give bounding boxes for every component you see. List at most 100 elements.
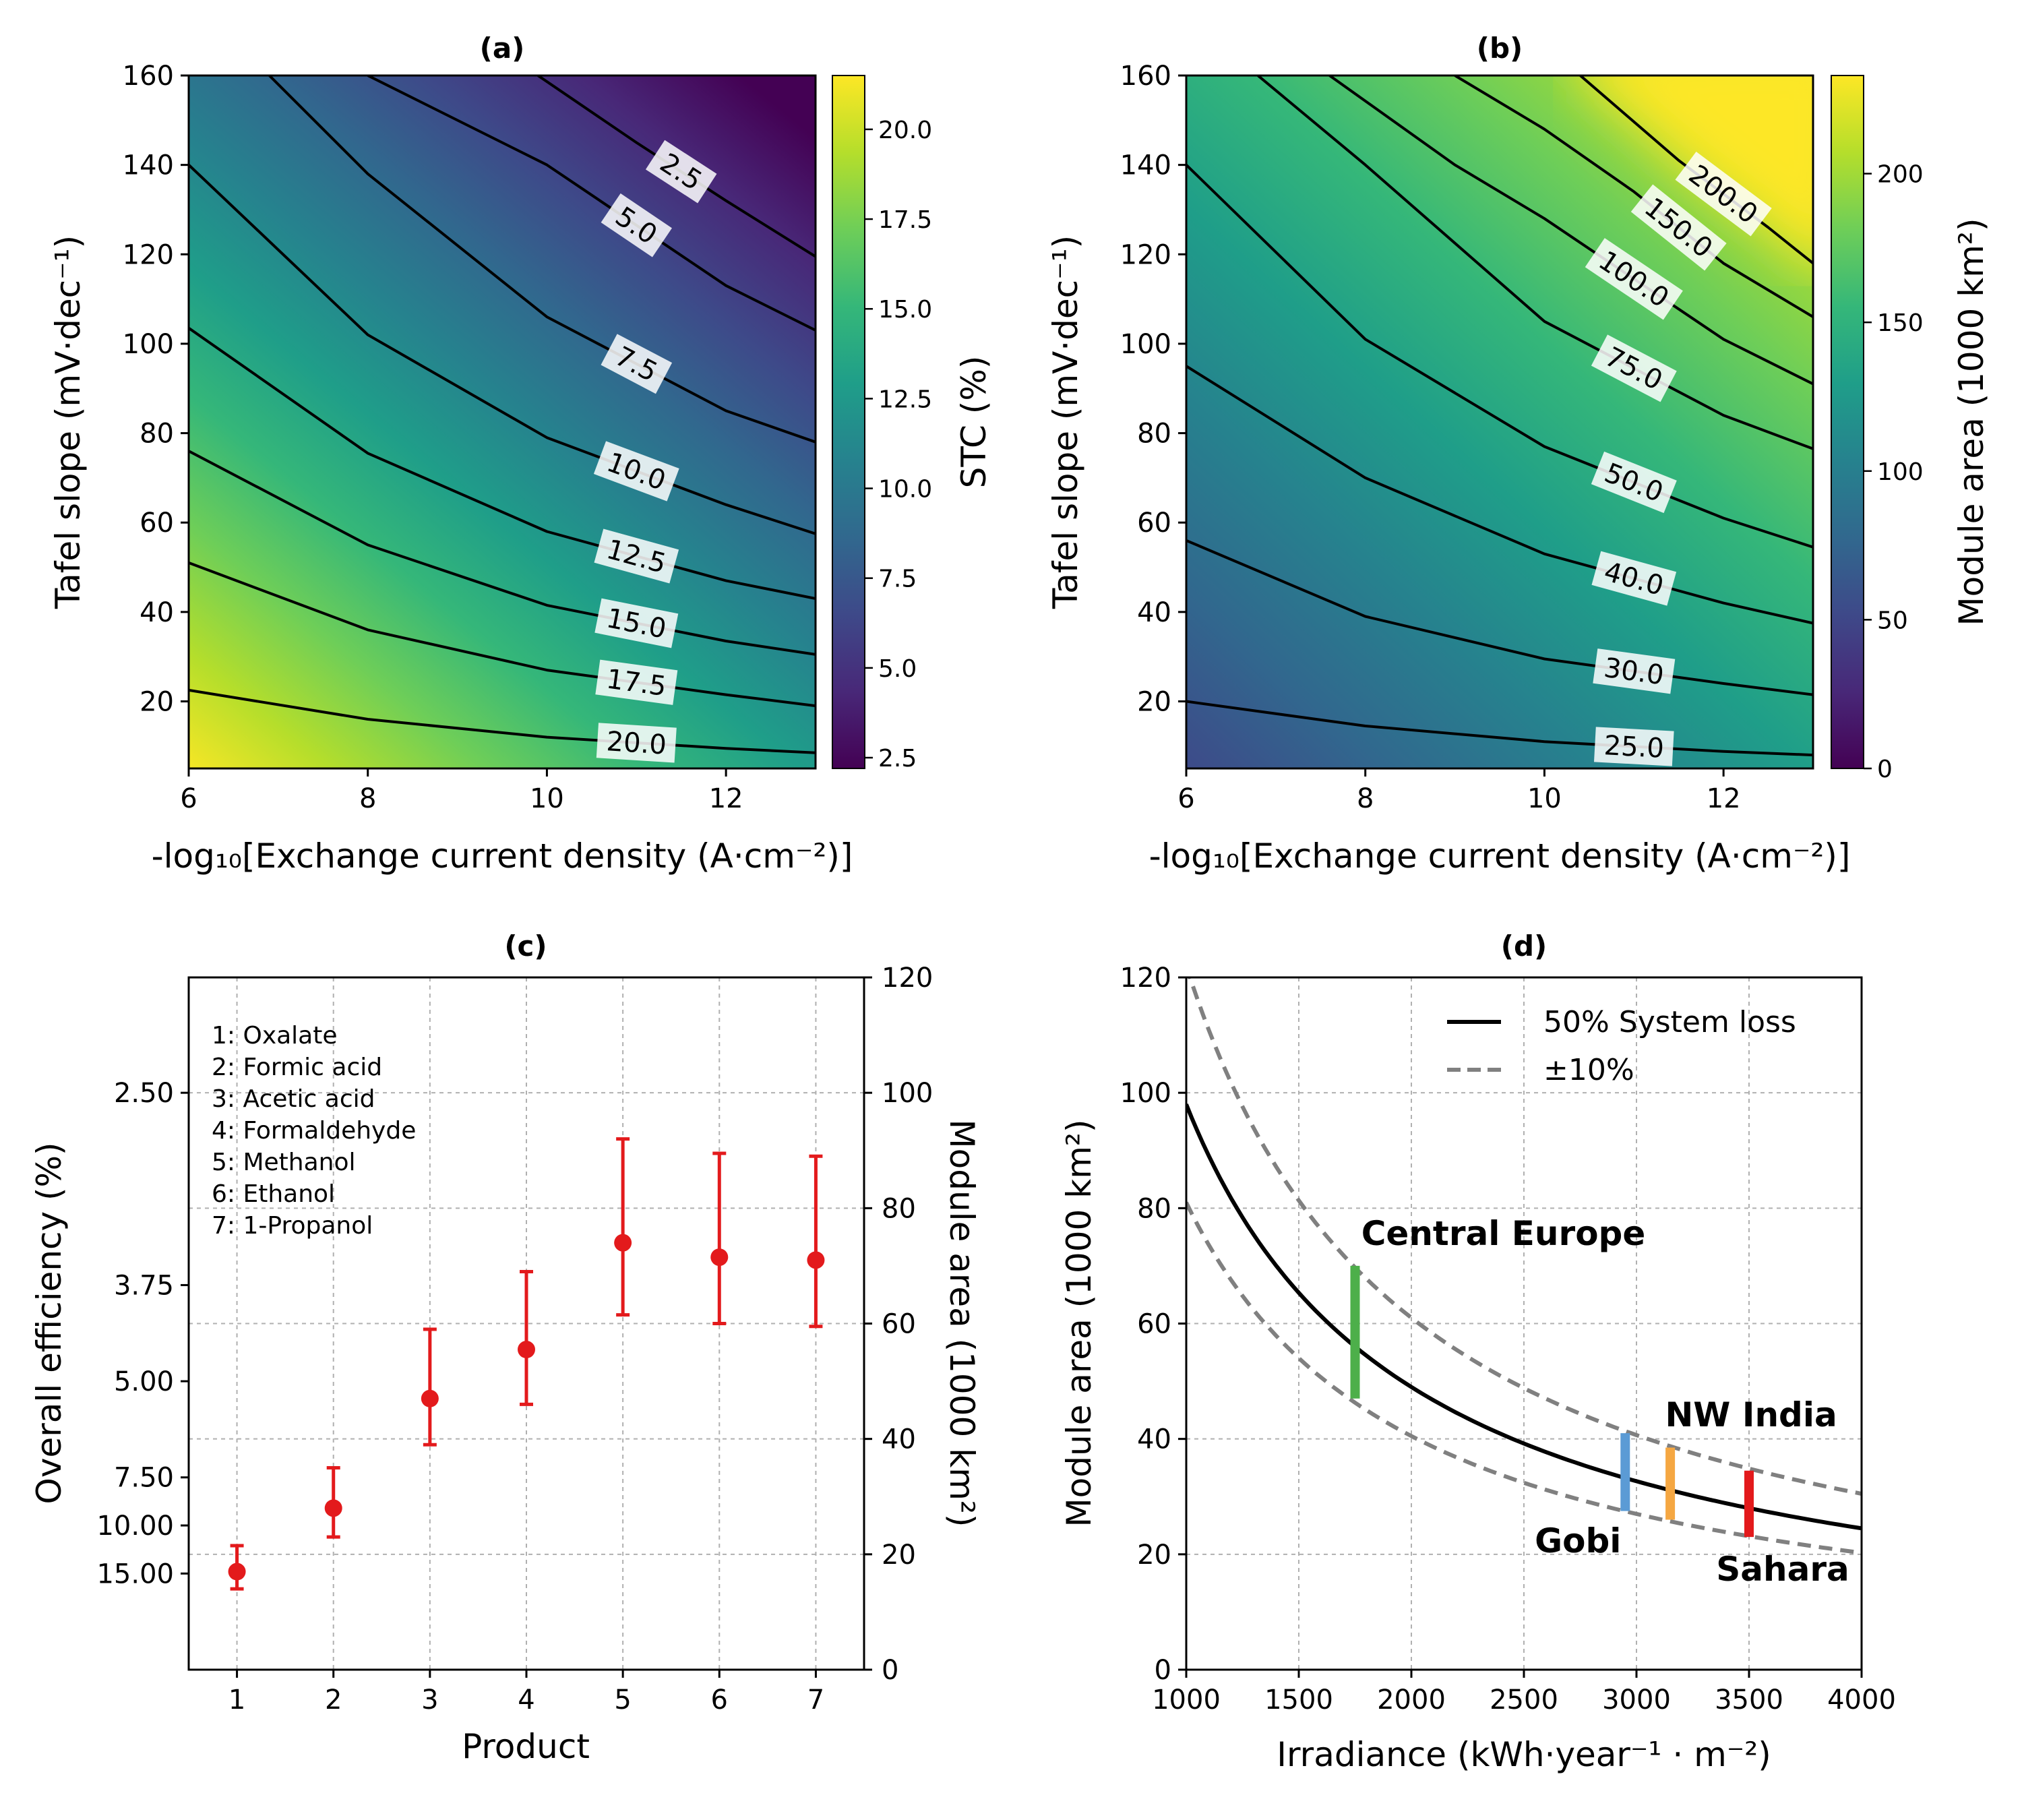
data-point [614, 1234, 632, 1252]
colorbar-tick-label: 7.5 [878, 566, 917, 593]
y-left-tick-label: 3.75 [114, 1270, 174, 1301]
region-label: Gobi [1535, 1521, 1621, 1560]
panel-a-xlabel: -log₁₀[Exchange current density (A·cm⁻²)… [152, 837, 853, 876]
panel-c-ylabel-right: Module area (1000 km²) [942, 1120, 981, 1527]
contour-line [189, 562, 816, 708]
product-item: 4: Formaldehyde [212, 1117, 416, 1145]
panel-d-legend: 50% System loss ±10% [1447, 1005, 1796, 1087]
y-tick-label: 100 [1120, 329, 1171, 360]
contour-label-bg [1593, 648, 1676, 694]
contour-label-bg [1591, 451, 1677, 514]
x-tick-label: 2 [325, 1685, 342, 1716]
panel-b-colorbar [1831, 75, 1864, 769]
colorbar-tick-label: 150 [1877, 309, 1924, 337]
series-line-dashed [1188, 977, 1862, 1496]
y-left-tick-label: 7.50 [114, 1463, 174, 1494]
y-left-tick-label: 5.00 [114, 1366, 174, 1397]
x-tick-label: 3500 [1715, 1685, 1783, 1716]
contour-line [1186, 700, 1813, 757]
y-right-tick-label: 120 [882, 963, 933, 994]
y-tick-label: 60 [1137, 1309, 1171, 1340]
x-tick-label: 12 [1707, 783, 1741, 814]
y-tick-label: 20 [1137, 1540, 1171, 1571]
y-tick-label: 160 [1120, 61, 1171, 92]
panel-d-regions: Central Europe Gobi NW India Sahara [1350, 1214, 1849, 1589]
x-tick-label: 10 [1527, 783, 1562, 814]
panel-a-contours [189, 75, 816, 754]
colorbar-tick-label: 5.0 [878, 655, 917, 683]
y-tick-label: 100 [123, 329, 174, 360]
y-left-tick-label: 10.00 [96, 1511, 174, 1542]
panel-a-frame [187, 74, 817, 770]
contour-label-bg [1593, 727, 1674, 766]
y-tick-label: 60 [1137, 508, 1171, 539]
colorbar-tick-label: 100 [1877, 458, 1924, 486]
y-tick-label: 20 [140, 687, 174, 718]
x-tick-label: 4000 [1827, 1685, 1896, 1716]
x-tick-label: 2500 [1490, 1685, 1558, 1716]
y-tick-label: 0 [1155, 1655, 1171, 1686]
region-label: Sahara [1716, 1550, 1849, 1589]
x-tick-label: 1500 [1264, 1685, 1333, 1716]
panel-b-heatmap [1186, 75, 1813, 768]
contour-label-bg [1630, 184, 1727, 271]
y-tick-label: 80 [140, 419, 174, 450]
product-item: 3: Acetic acid [212, 1085, 375, 1113]
y-tick-label: 120 [1120, 239, 1171, 270]
colorbar-tick-label: 10.0 [878, 476, 932, 504]
panel-a-colorbar [832, 75, 865, 769]
x-tick-label: 10 [530, 783, 564, 814]
panel-d-title: (d) [1501, 930, 1547, 963]
contour-line [189, 327, 816, 600]
contour-line [189, 164, 816, 535]
x-tick-label: 2000 [1377, 1685, 1446, 1716]
panel-a-contour-labels: 20.017.515.012.510.07.55.02.5 [593, 140, 717, 763]
contour-label-bg [594, 598, 679, 648]
contour-line [1186, 365, 1813, 625]
panel-b-frame [1185, 74, 1814, 770]
y-right-tick-label: 100 [882, 1078, 933, 1109]
panel-b-axes: 6 8 10 12 20 40 60 80 100 120 140 160 [1120, 61, 1741, 814]
panel-c-xlabel: Product [462, 1727, 590, 1766]
x-tick-label: 1000 [1152, 1685, 1221, 1716]
panel-a-heatmap-fill [189, 75, 816, 768]
colorbar-tick-label: 2.5 [878, 745, 917, 772]
y-tick-label: 60 [140, 508, 174, 539]
panel-c-title: (c) [504, 930, 547, 963]
contour-label: 75.0 [1591, 334, 1677, 402]
x-tick-label: 6 [180, 783, 197, 814]
panel-b-title: (b) [1477, 32, 1523, 65]
product-item: 7: 1-Propanol [212, 1212, 373, 1240]
contour-label: 25.0 [1593, 727, 1674, 766]
product-item: 1: Oxalate [212, 1022, 338, 1050]
panel-b-colorbar-label: Module area (1000 km²) [1952, 218, 1991, 626]
panel-c: (c) 1 2 3 4 5 6 7 0 20 40 60 80 100 120 2.50 3.75 5.00 7.… [30, 930, 981, 1766]
panel-d-grid [1186, 977, 1862, 1670]
y-right-tick-label: 40 [882, 1424, 916, 1455]
y-tick-label: 20 [1137, 687, 1171, 718]
y-tick-label: 100 [1120, 1078, 1171, 1109]
data-point [807, 1251, 825, 1269]
colorbar-tick-label: 17.5 [878, 206, 932, 234]
colorbar-tick-label: 15.0 [878, 296, 932, 324]
panel-c-product-list: 1: Oxalate 2: Formic acid 3: Acetic acid… [212, 1022, 416, 1240]
contour-label-bg [1585, 238, 1683, 320]
contour-label-bg [1591, 551, 1677, 606]
colorbar-tick-label: 0 [1877, 756, 1893, 783]
x-tick-label: 6 [1177, 783, 1194, 814]
y-right-tick-label: 60 [882, 1309, 916, 1340]
contour-line [189, 450, 816, 656]
y-tick-label: 40 [1137, 1424, 1171, 1455]
panel-b: (b) 25.030.040.050.075.0100.0150.0200.0 … [1046, 32, 1991, 876]
y-tick-label: 120 [1120, 963, 1171, 994]
contour-label-bg [601, 334, 673, 394]
colorbar-tick-label: 200 [1877, 161, 1924, 189]
contour-line [268, 75, 816, 444]
y-tick-label: 40 [1137, 597, 1171, 628]
y-tick-label: 40 [140, 597, 174, 628]
panel-c-points [228, 1137, 825, 1591]
y-left-tick-label: 15.00 [96, 1558, 174, 1589]
x-tick-label: 3 [421, 1685, 438, 1716]
x-tick-label: 6 [711, 1685, 728, 1716]
